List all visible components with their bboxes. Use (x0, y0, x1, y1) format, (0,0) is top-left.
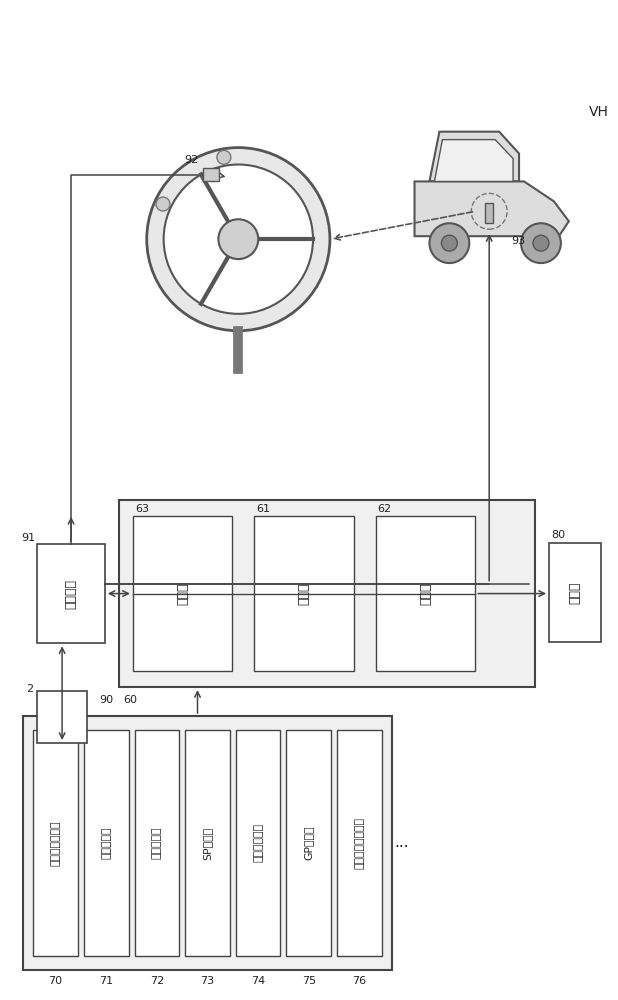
Text: 80: 80 (551, 530, 565, 540)
Text: 70: 70 (48, 976, 62, 986)
Circle shape (533, 235, 549, 251)
Text: 90: 90 (99, 695, 113, 705)
Text: 63: 63 (135, 504, 149, 514)
Text: 坡度传感器: 坡度传感器 (152, 827, 162, 859)
Text: 71: 71 (99, 976, 113, 986)
Text: 93: 93 (511, 236, 525, 246)
Text: 接口部: 接口部 (176, 582, 189, 605)
Bar (203, 168, 219, 181)
Text: 92: 92 (184, 155, 198, 165)
Bar (84, 730, 129, 956)
Text: 74: 74 (251, 976, 265, 986)
Text: 60: 60 (123, 695, 137, 705)
Bar (33, 730, 78, 956)
Circle shape (156, 197, 170, 211)
Polygon shape (430, 132, 519, 181)
Polygon shape (415, 181, 569, 236)
Text: 致动器: 致动器 (569, 581, 582, 604)
Polygon shape (434, 140, 513, 181)
Bar (37, 544, 105, 643)
Circle shape (521, 223, 561, 263)
Text: 制动器传感器: 制动器传感器 (253, 823, 263, 862)
Text: 76: 76 (352, 976, 366, 986)
Text: 72: 72 (150, 976, 164, 986)
Text: 61: 61 (256, 504, 270, 514)
Bar (286, 730, 331, 956)
Bar (37, 691, 87, 743)
Circle shape (164, 165, 313, 314)
Circle shape (218, 219, 258, 259)
Text: SP传感器: SP传感器 (203, 826, 213, 860)
Bar (119, 500, 535, 687)
Text: 处理部: 处理部 (297, 582, 310, 605)
Bar (485, 203, 493, 223)
Text: 离合器温度传感器: 离合器温度传感器 (354, 817, 365, 869)
Text: ...: ... (394, 835, 409, 850)
Bar (376, 516, 475, 671)
Circle shape (146, 148, 330, 331)
Text: 75: 75 (302, 976, 316, 986)
Bar (337, 730, 382, 956)
Circle shape (441, 235, 457, 251)
Text: GP传感器: GP传感器 (303, 826, 314, 860)
Text: 62: 62 (378, 504, 392, 514)
Bar (135, 730, 179, 956)
Bar (23, 716, 392, 970)
Text: 2: 2 (26, 684, 33, 694)
Circle shape (217, 150, 231, 164)
Text: 油门开度传感器: 油门开度传感器 (51, 820, 61, 866)
Text: VH: VH (589, 105, 609, 119)
Text: 存储部: 存储部 (419, 582, 432, 605)
Bar (254, 516, 353, 671)
Text: 车速传感器: 车速传感器 (101, 827, 111, 859)
Bar (185, 730, 230, 956)
Text: 控制单元: 控制单元 (64, 579, 78, 609)
Circle shape (430, 223, 469, 263)
Text: 73: 73 (200, 976, 214, 986)
Bar (235, 730, 281, 956)
Bar (133, 516, 232, 671)
Bar (549, 543, 601, 642)
Text: 91: 91 (21, 533, 35, 543)
